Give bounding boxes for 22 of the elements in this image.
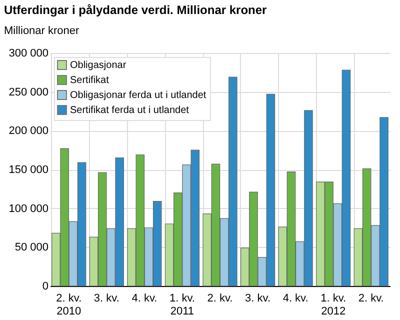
x-tick-label: 3. kv. [245, 292, 271, 304]
x-tick-label: 1. kv. 2012 [320, 292, 346, 318]
x-tick-label: 2. kv. 2010 [56, 292, 82, 318]
legend-label: Obligasjonar ferda ut i utlandet [70, 90, 206, 101]
x-tick-label: 2. kv. [207, 292, 233, 304]
x-tick-label: 4. kv. [282, 292, 308, 304]
legend-label: Sertifikat ferda ut i utlandet [70, 105, 190, 116]
y-tick-label: 300 000 [8, 48, 48, 60]
y-tick-label: 50 000 [14, 242, 48, 254]
chart-title: Utferdingar i pålydande verdi. Millionar kroner [4, 3, 268, 17]
y-tick-label: 0 [42, 280, 48, 292]
x-tick-label: 4. kv. [132, 292, 158, 304]
x-tick-label: 3. kv. [94, 292, 120, 304]
y-tick-label: 100 000 [8, 202, 48, 215]
y-tick-label: 200 000 [8, 125, 48, 138]
x-tick-label: 2. kv. [358, 292, 384, 304]
y-tick-label: 250 000 [8, 86, 48, 98]
y-axis-title: Millionar kroner [4, 25, 80, 37]
y-tick-label: 150 000 [8, 164, 48, 176]
legend-label: Obligasjonar [70, 60, 127, 71]
x-tick-label: 1. kv. 2011 [169, 292, 195, 318]
legend-label: Sertifikat [70, 75, 110, 86]
